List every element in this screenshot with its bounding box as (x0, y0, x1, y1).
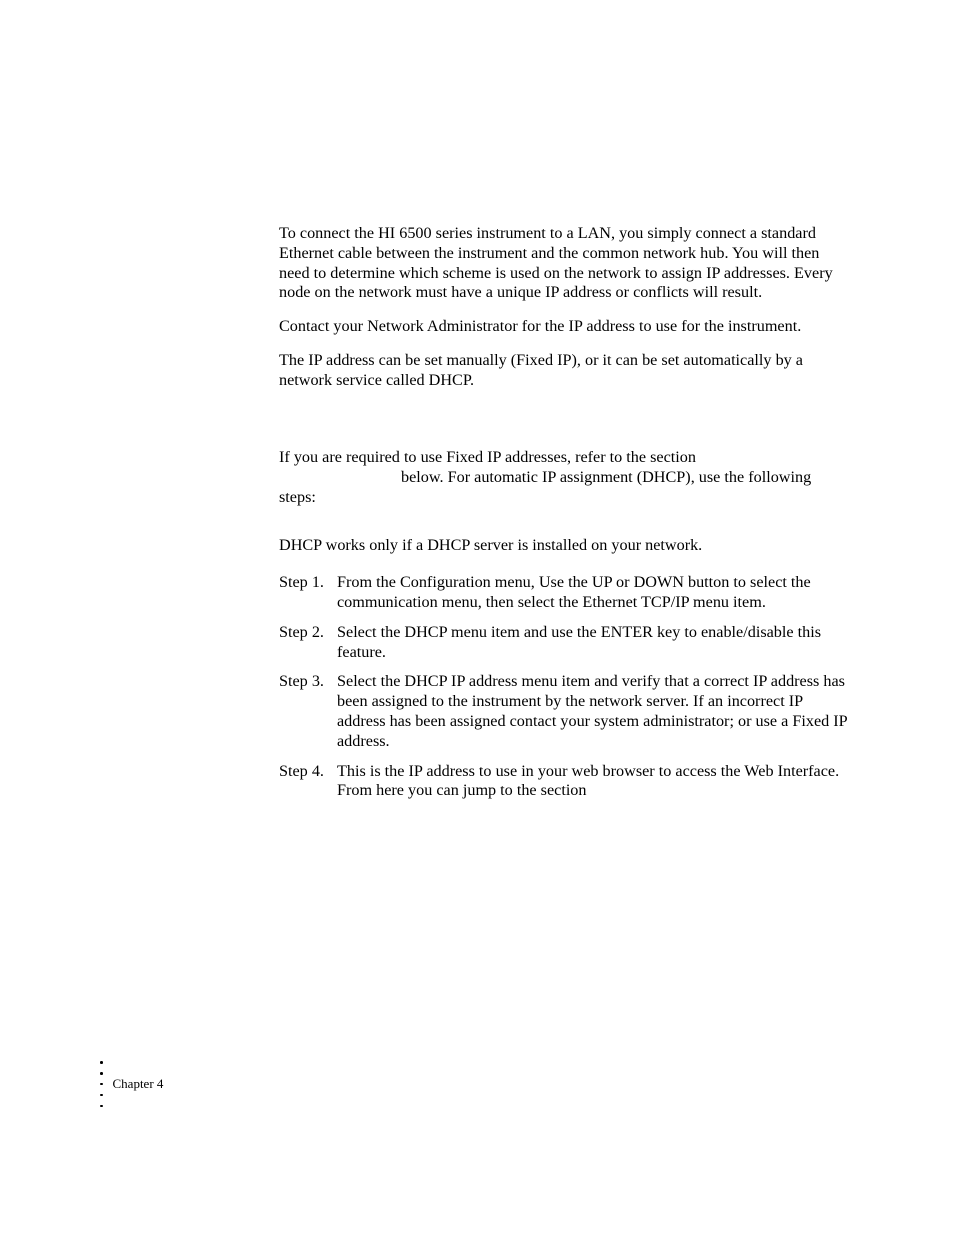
spacer (279, 404, 848, 448)
dot-icon (100, 1072, 103, 1075)
paragraph-4-part-b: below. For automatic IP assignment (DHCP… (279, 468, 811, 506)
paragraph-2: Contact your Network Administrator for t… (279, 317, 848, 337)
step-body: Select the DHCP IP address menu item and… (337, 672, 848, 751)
main-content: To connect the HI 6500 series instrument… (279, 224, 848, 811)
step-body: Select the DHCP menu item and use the EN… (337, 623, 848, 663)
step-item: Step 2. Select the DHCP menu item and us… (279, 623, 848, 663)
steps-list: Step 1. From the Configuration menu, Use… (279, 573, 848, 801)
step-label: Step 3. (279, 672, 337, 692)
step-item: Step 1. From the Configuration menu, Use… (279, 573, 848, 613)
dot-icon (100, 1083, 103, 1086)
dots-decoration (100, 1057, 103, 1111)
page: To connect the HI 6500 series instrument… (0, 0, 954, 1235)
step-label: Step 1. (279, 573, 337, 593)
paragraph-3: The IP address can be set manually (Fixe… (279, 351, 848, 391)
step-body: This is the IP address to use in your we… (337, 762, 848, 802)
footer: Chapter 4 (100, 1057, 163, 1111)
spacer (279, 522, 848, 536)
step-body: From the Configuration menu, Use the UP … (337, 573, 848, 613)
paragraph-4: If you are required to use Fixed IP addr… (279, 448, 848, 507)
paragraph-1: To connect the HI 6500 series instrument… (279, 224, 848, 303)
step-label: Step 2. (279, 623, 337, 643)
dot-icon (100, 1105, 103, 1108)
step-label: Step 4. (279, 762, 337, 782)
dot-icon (100, 1061, 103, 1064)
chapter-label: Chapter 4 (113, 1076, 164, 1092)
dot-icon (100, 1094, 103, 1097)
step-item: Step 3. Select the DHCP IP address menu … (279, 672, 848, 751)
paragraph-4-part-a: If you are required to use Fixed IP addr… (279, 448, 696, 466)
paragraph-5: DHCP works only if a DHCP server is inst… (279, 536, 848, 556)
step-item: Step 4. This is the IP address to use in… (279, 762, 848, 802)
